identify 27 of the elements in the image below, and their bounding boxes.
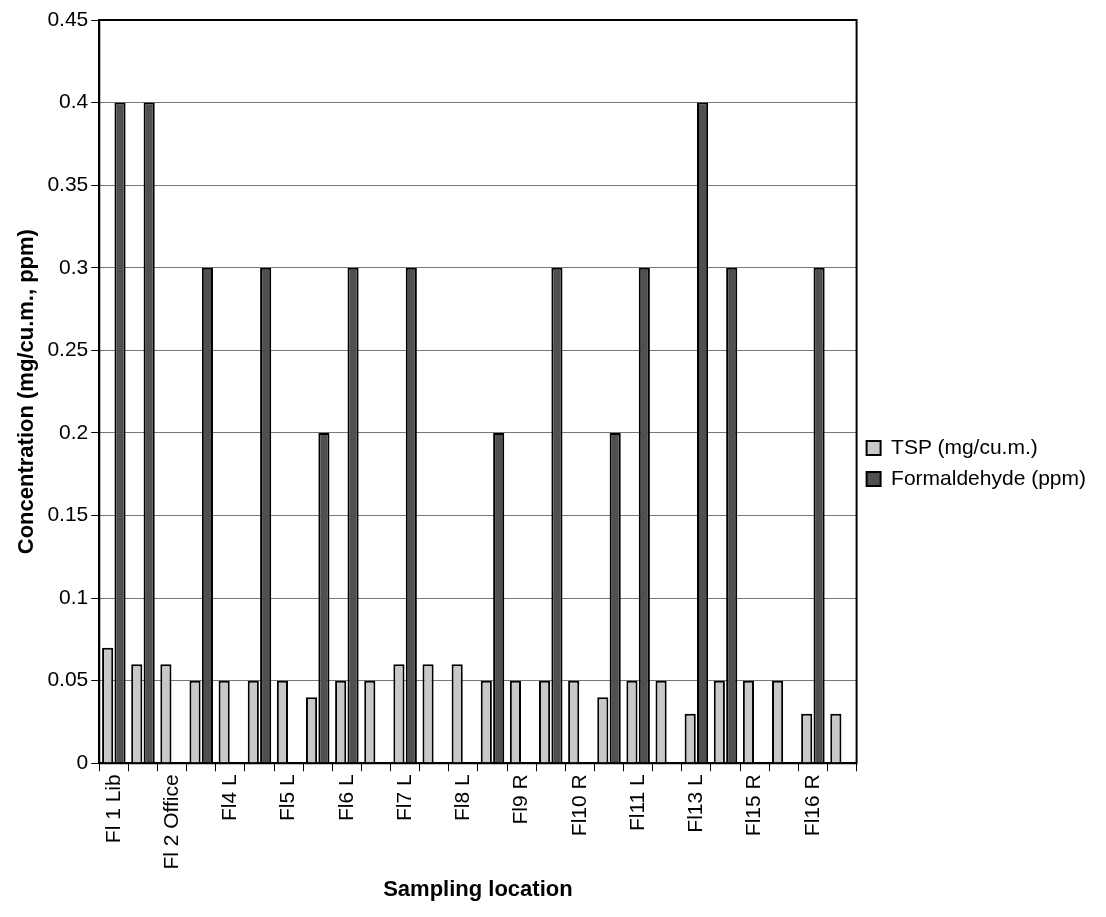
y-tick-label: 0.05 bbox=[47, 667, 89, 691]
x-tick-label: Fl16 R bbox=[799, 774, 823, 837]
x-tick-label: Fl7 L bbox=[391, 774, 415, 821]
x-tick-label: Fl 2 Office bbox=[158, 774, 182, 870]
y-tick-label: 0 bbox=[76, 750, 89, 774]
x-tick-label: Fl5 L bbox=[275, 774, 299, 821]
legend-label: Formaldehyde (ppm) bbox=[891, 465, 1086, 489]
x-tick-label: Fl 1 Lib bbox=[100, 774, 124, 844]
x-tick-label: Fl13 L bbox=[683, 774, 707, 833]
x-tick-label: Fl10 R bbox=[566, 774, 590, 837]
x-tick-label: Fl4 L bbox=[217, 774, 241, 821]
y-tick-label: 0.35 bbox=[47, 171, 89, 195]
x-tick-label: Fl11 L bbox=[624, 774, 648, 832]
y-tick-label: 0.2 bbox=[59, 419, 89, 443]
y-tick-label: 0.15 bbox=[47, 502, 89, 526]
legend-label: TSP (mg/cu.m.) bbox=[891, 434, 1038, 458]
y-tick-label: 0.4 bbox=[59, 89, 89, 113]
x-tick-label: Fl15 R bbox=[741, 774, 765, 837]
x-tick-label: Fl8 L bbox=[450, 774, 474, 821]
x-tick-label: Fl9 R bbox=[508, 774, 532, 825]
y-tick-label: 0.1 bbox=[59, 584, 89, 608]
y-tick-label: 0.3 bbox=[59, 254, 89, 278]
y-tick-label: 0.25 bbox=[47, 337, 89, 361]
x-tick-label: Fl6 L bbox=[333, 774, 357, 821]
x-axis-title: Sampling location bbox=[383, 875, 573, 901]
y-tick-label: 0.45 bbox=[47, 6, 89, 30]
y-axis-title: Concentration (mg/cu.m., ppm) bbox=[13, 229, 39, 555]
